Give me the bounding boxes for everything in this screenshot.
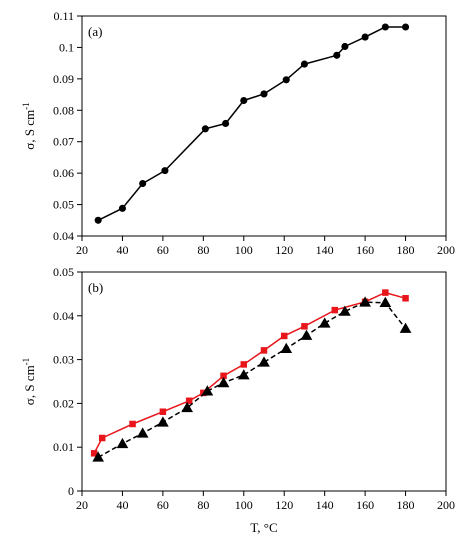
x-tick-label: 60 <box>157 243 169 257</box>
x-tick-label: 120 <box>275 498 293 512</box>
plot-frame <box>81 15 447 237</box>
data-point <box>157 416 169 427</box>
x-tick-label: 60 <box>157 498 169 512</box>
data-point <box>181 401 194 413</box>
y-axis-label-superscript: -1 <box>21 358 31 366</box>
data-point <box>240 96 248 105</box>
x-tick-label: 180 <box>397 498 415 512</box>
x-tick-label: 20 <box>76 243 88 257</box>
data-point <box>318 317 331 328</box>
y-tick-label: 0 <box>68 484 74 498</box>
data-point <box>98 434 106 442</box>
data-point <box>201 125 209 133</box>
x-tick-label: 180 <box>397 243 415 257</box>
data-point <box>260 90 268 98</box>
data-point <box>339 305 351 316</box>
x-tick-label: 140 <box>316 243 334 257</box>
data-point <box>240 361 248 368</box>
data-point <box>280 332 288 340</box>
series-line-2 <box>97 301 407 458</box>
data-point <box>136 427 149 438</box>
data-point <box>185 397 193 405</box>
data-point <box>159 408 167 415</box>
data-point <box>399 322 412 333</box>
data-point <box>258 356 270 367</box>
data-point <box>116 437 129 449</box>
data-point <box>379 296 392 308</box>
data-point <box>94 216 102 224</box>
data-point <box>341 42 349 51</box>
data-point <box>201 385 214 396</box>
y-axis-label-superscript: -1 <box>21 102 31 110</box>
series-line-1 <box>97 26 406 221</box>
y-tick-label: 0.03 <box>53 353 74 367</box>
x-tick-label: 140 <box>316 498 334 512</box>
data-point <box>280 342 293 354</box>
chart-panel-1: 20 40 60 80 100 120 140 160 180 200 0.04 0.05 0.06 0.… <box>21 9 455 257</box>
data-point <box>333 51 341 59</box>
panel-label: (b) <box>88 280 103 295</box>
y-tick-label: 0.07 <box>53 135 74 149</box>
data-point <box>361 33 369 41</box>
y-tick-label: 0.1 <box>59 40 74 54</box>
x-tick-label: 20 <box>76 498 88 512</box>
x-tick-label: 160 <box>356 243 374 257</box>
y-tick-label: 0.05 <box>53 265 74 279</box>
x-tick-label: 200 <box>437 243 455 257</box>
y-tick-label: 0.08 <box>53 103 74 117</box>
x-axis-label: T, °C <box>250 520 277 535</box>
data-point <box>282 76 290 84</box>
x-tick-label: 160 <box>356 498 374 512</box>
data-point <box>402 295 409 302</box>
y-tick-label: 0.06 <box>53 166 74 180</box>
x-tick-label: 80 <box>197 498 209 512</box>
data-point <box>301 323 308 330</box>
data-point <box>161 167 169 175</box>
y-tick-label: 0.04 <box>53 229 74 243</box>
data-point <box>118 204 126 212</box>
x-tick-label: 80 <box>197 243 209 257</box>
y-tick-label: 0.01 <box>53 440 74 454</box>
data-point <box>260 347 268 354</box>
panel-label: (a) <box>88 24 102 39</box>
x-tick-label: 40 <box>116 498 128 512</box>
data-point <box>300 60 308 68</box>
data-point <box>300 329 313 340</box>
x-tick-label: 100 <box>235 243 253 257</box>
x-tick-label: 100 <box>235 498 253 512</box>
y-axis-label: σ, S cm-1 <box>21 102 37 149</box>
data-point <box>92 451 105 462</box>
y-tick-label: 0.04 <box>53 309 74 323</box>
data-point <box>220 372 227 380</box>
data-point <box>382 289 389 296</box>
x-tick-label: 120 <box>275 243 293 257</box>
y-tick-label: 0.11 <box>53 9 74 23</box>
data-point <box>222 119 230 128</box>
y-tick-label: 0.05 <box>53 198 74 212</box>
data-point <box>381 23 389 31</box>
y-axis-label: σ, S cm-1 <box>21 358 37 405</box>
series-line-1 <box>93 291 406 454</box>
data-point <box>402 23 410 31</box>
data-point <box>90 450 98 457</box>
chart-panel-2: 20 40 60 80 100 120 140 160 180 200 0 0.01 0.02 0.03 0… <box>21 265 455 535</box>
x-tick-label: 40 <box>116 243 128 257</box>
data-point <box>237 369 250 380</box>
data-point <box>129 420 136 428</box>
y-tick-label: 0.09 <box>53 72 74 86</box>
y-tick-label: 0.02 <box>53 396 74 410</box>
x-tick-label: 200 <box>437 498 455 512</box>
data-point <box>217 376 230 388</box>
data-point <box>139 179 147 188</box>
plot-frame <box>81 271 447 492</box>
data-point <box>331 306 339 314</box>
data-point <box>359 296 371 307</box>
